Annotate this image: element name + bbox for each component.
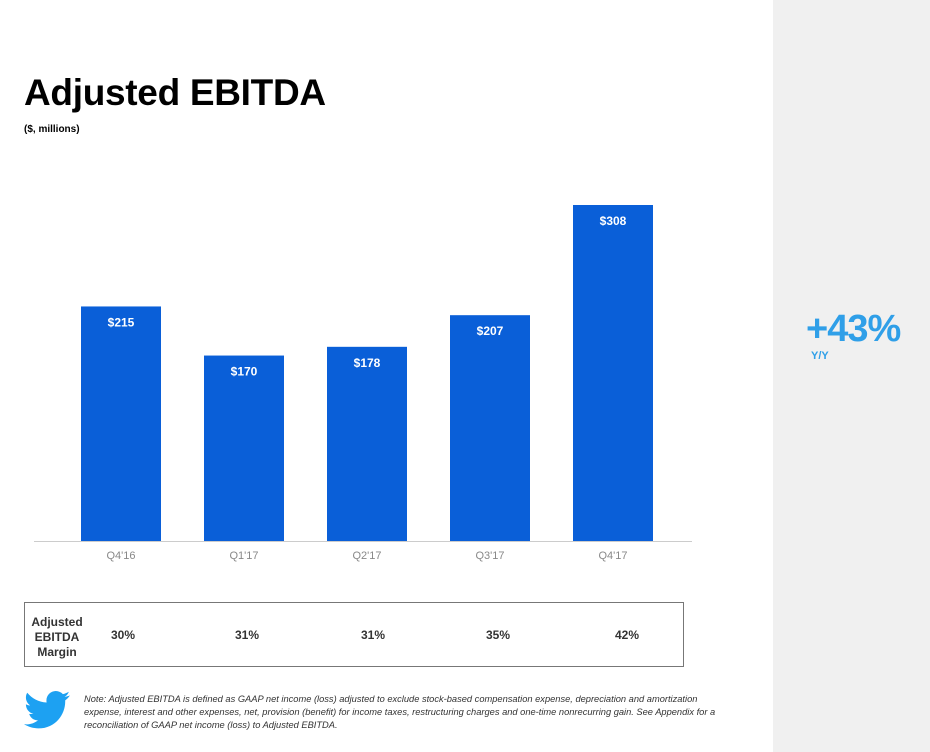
bar-value-label: $207 xyxy=(477,324,504,338)
bar-value-label: $170 xyxy=(231,365,258,379)
margin-value: 35% xyxy=(485,628,511,642)
bar-value-label: $215 xyxy=(108,315,135,329)
x-tick-label: Q1'17 xyxy=(229,550,258,562)
x-tick-label: Q4'16 xyxy=(106,550,135,562)
side-panel xyxy=(773,0,930,752)
x-tick-label: Q2'17 xyxy=(352,550,381,562)
margin-value: 31% xyxy=(360,628,386,642)
x-tick-label: Q4'17 xyxy=(598,550,627,562)
bar xyxy=(204,355,284,541)
ebitda-bar-chart: $215 Q4'16 $170 Q1'17 $178 Q2'17 $207 Q3'17 $308… xyxy=(34,205,692,562)
margin-value: 42% xyxy=(614,628,640,642)
margin-value: 30% xyxy=(110,628,136,642)
twitter-bird-icon xyxy=(24,691,70,729)
footnote: Note: Adjusted EBITDA is defined as GAAP… xyxy=(84,694,716,730)
growth-value: +43% xyxy=(806,308,901,350)
bar xyxy=(327,346,407,541)
bar xyxy=(450,315,530,541)
x-tick-label: Q3'17 xyxy=(475,550,504,562)
page-title: Adjusted EBITDA xyxy=(24,72,326,113)
units-subtitle: ($, millions) xyxy=(24,124,80,135)
margin-table: Adjusted EBITDA Margin 30% 31% 31% 35% 4… xyxy=(24,602,684,667)
bar-value-label: $308 xyxy=(600,214,627,228)
margin-value: 31% xyxy=(234,628,260,642)
bar-value-label: $178 xyxy=(354,356,381,370)
bar xyxy=(81,306,161,541)
growth-label: Y/Y xyxy=(811,350,829,362)
margin-row-label: Adjusted EBITDA Margin xyxy=(31,615,83,659)
bar xyxy=(573,205,653,541)
